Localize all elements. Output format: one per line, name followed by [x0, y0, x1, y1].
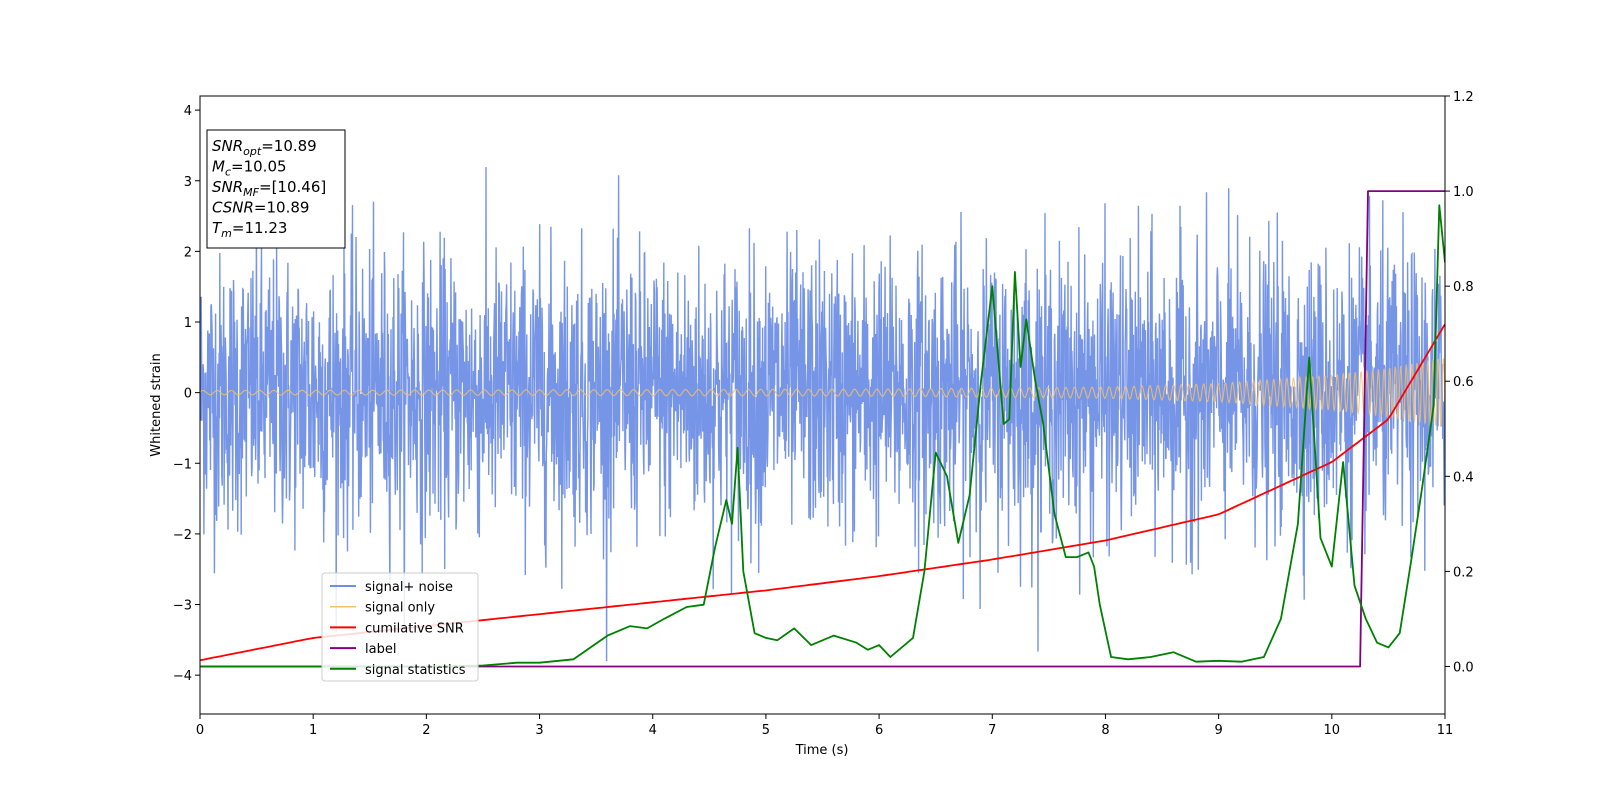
x-tick-label: 5 [762, 723, 770, 738]
x-tick-label: 3 [535, 723, 543, 738]
y-axis-label: Whitened strain [149, 353, 164, 456]
y2-tick-label: 0.6 [1453, 375, 1474, 390]
x-tick-label: 8 [1101, 723, 1109, 738]
x-tick-label: 11 [1437, 723, 1454, 738]
annotation-line: SNRopt=10.89 [212, 137, 317, 158]
series-label-line [200, 190, 1445, 668]
legend-label-signal-only: signal only [365, 601, 435, 616]
annotation-line: Tm=11.23 [212, 219, 287, 240]
annotation-box: SNRopt=10.89Mc=10.05SNRMF=[10.46]CSNR=10… [206, 129, 346, 249]
legend-label-signal-statistics: signal statistics [365, 663, 466, 678]
series-signal-only-line [200, 358, 1445, 427]
y2-tick-label: 0.0 [1453, 660, 1474, 675]
legend-label-cumilative-snr: cumilative SNR [365, 621, 464, 636]
legend-frame [321, 572, 479, 682]
legend-label-label: label [365, 642, 396, 657]
y-tick-label: −4 [173, 669, 192, 684]
y2-tick-label: 1.2 [1453, 90, 1474, 105]
y2-tick-label: 0.2 [1453, 565, 1474, 580]
y-tick-label: 0 [184, 387, 192, 402]
x-tick-label: 6 [875, 723, 883, 738]
y-tick-label: 4 [184, 104, 192, 119]
annotation-line: SNRMF=[10.46] [212, 178, 326, 199]
annotation-line: CSNR=10.89 [212, 199, 309, 217]
axes-layer: 0 1 2 3 4 5 6 7 8 9 10 11 −4 −3 −2 −1 0 1 2 3 4 0.0 0.2 0.4 0.6 0… [173, 90, 1474, 738]
legend: signal+ noise signal only cumilative SNR la… [321, 572, 479, 682]
x-tick-label: 10 [1324, 723, 1341, 738]
series-signal-noise-line [200, 167, 1445, 662]
y2-tick-label: 0.4 [1453, 470, 1474, 485]
x-tick-label: 2 [422, 723, 430, 738]
y-tick-label: −1 [173, 457, 192, 472]
y-tick-label: 1 [184, 316, 192, 331]
y-tick-label: 2 [184, 245, 192, 260]
series-signal-statistics-line [200, 204, 1445, 668]
y2-tick-label: 1.0 [1453, 185, 1474, 200]
legend-label-signal-noise: signal+ noise [365, 580, 453, 595]
x-tick-label: 4 [649, 723, 657, 738]
x-tick-label: 9 [1214, 723, 1222, 738]
y-tick-label: −2 [173, 528, 192, 543]
x-tick-label: 7 [988, 723, 996, 738]
annotation-line: Mc=10.05 [212, 158, 287, 179]
y-tick-label: 3 [184, 175, 192, 190]
y2-tick-label: 0.8 [1453, 280, 1474, 295]
y-tick-label: −3 [173, 599, 192, 614]
x-axis-label: Time (s) [795, 743, 849, 758]
annotation-frame [206, 129, 346, 249]
plot-frame [199, 95, 1446, 715]
x-tick-label: 0 [196, 723, 204, 738]
x-tick-label: 1 [309, 723, 317, 738]
